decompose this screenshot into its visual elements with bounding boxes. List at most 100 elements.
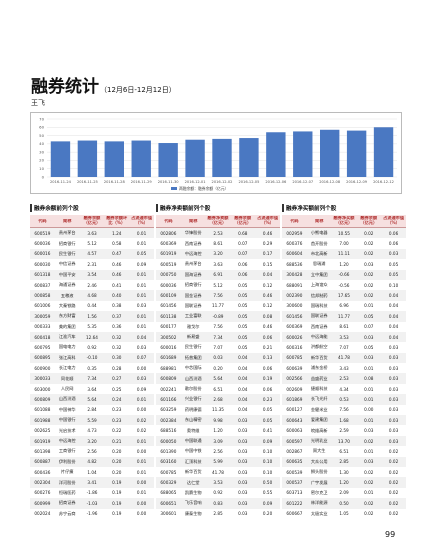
x-tick-label: 2016-11-24 — [50, 180, 72, 184]
table-row: 601869 长飞光纤 0.53 0.01 0.03 — [282, 394, 406, 405]
table-row: 000750 国海证券 6.91 0.06 0.04 — [156, 269, 280, 280]
column-header: 融券余额环比（%） — [106, 216, 128, 225]
table-cell: 中国神华 — [58, 406, 76, 412]
table-cell: 贵州茅台 — [184, 261, 202, 267]
table-cell: 0.04 — [238, 396, 248, 402]
table-row: 603259 药明康德 11.35 0.04 0.05 — [156, 405, 280, 415]
table-cell: 林洋能源 — [310, 500, 328, 506]
table-cell: 002024 — [34, 511, 51, 517]
x-tick-label: 2016-12-09 — [346, 180, 368, 184]
table-cell: 0.46 — [112, 272, 122, 278]
table-cell: 0.03 — [136, 303, 147, 309]
table-cell: 601869 — [286, 396, 303, 402]
table-cell: 小熊电器 — [310, 230, 328, 236]
table-row: 600036 招商银行 5.12 0.58 0.01 — [30, 238, 154, 248]
table-cell: 0.01 — [364, 386, 374, 392]
table-cell: 0.06 — [238, 272, 248, 278]
table-cell: 600418 — [34, 334, 51, 340]
table-cell: 600635 — [286, 459, 303, 465]
table-cell: 600063 — [286, 428, 303, 434]
table-cell: 3.09 — [213, 438, 223, 444]
table-cell: 600036 — [160, 282, 177, 288]
table-row: 600177 雅戈尔 7.56 0.05 0.46 — [156, 322, 280, 332]
table-cell: 11.77 — [211, 303, 224, 309]
column-header: 代码 — [164, 218, 173, 223]
table-row: 002024 苏宁云商 -1.96 0.19 0.00 — [30, 509, 154, 519]
table: 融券净买额前列个股 代码 简称 融券净买额（亿元） 融券余额（亿元） 占流通市值（%） 00… — [282, 204, 406, 519]
table-cell: 0.23 — [262, 396, 273, 402]
table-cell: 3.53 — [213, 480, 223, 486]
table-cell: 2.85 — [339, 459, 349, 465]
table-cell: 市北高新 — [310, 250, 328, 256]
chart: 0 10 20 30 40 50 60 70 2016-11-24 2016-11-25 2016-… — [30, 112, 402, 194]
bar — [158, 143, 178, 177]
table-cell: 捷顺科技 — [310, 386, 328, 392]
column-header: 占流通市值（%） — [131, 216, 153, 225]
table-cell: 600895 — [34, 355, 51, 361]
table-cell: 0.38 — [112, 303, 122, 309]
y-tick-label: 30 — [39, 149, 44, 154]
x-tick-label: 2016-11-25 — [77, 180, 98, 184]
table-row: 600795 国电电力 0.92 0.32 0.03 — [30, 342, 154, 352]
table-cell: 601138 — [160, 313, 177, 319]
table-cell: 600329 — [160, 480, 177, 486]
table-cell: 0.00 — [136, 365, 147, 371]
table-cell: 0.05 — [136, 251, 147, 257]
table-row: 600026 中远海能 3.53 0.03 0.04 — [282, 331, 406, 343]
table-cell: 首开股份 — [310, 240, 328, 246]
table-cell: 5.64 — [87, 396, 97, 402]
table-cell: 7.07 — [339, 344, 349, 350]
table-cell: 0.04 — [238, 365, 248, 371]
table-row: 600539 狮头股份 1.30 0.02 0.02 — [282, 467, 406, 477]
table-cell: 拓普集团 — [184, 354, 202, 360]
table-cell: 密尔克卫 — [310, 489, 328, 495]
table-cell: 600050 — [160, 438, 177, 444]
table-cell: 国联证券 — [184, 302, 202, 308]
table-cell: 汇顶科技 — [184, 458, 202, 464]
table-cell: 000333 — [34, 324, 51, 330]
table-row: 600643 爱建集团 1.68 0.01 0.03 — [282, 415, 406, 426]
table-row: 002806 华锋股份 2.53 0.68 0.46 — [156, 228, 280, 239]
table-cell: 7.56 — [213, 324, 223, 330]
table-cell: 0.09 — [136, 261, 147, 267]
table-cell: 5.99 — [213, 459, 223, 465]
table-cell: 招商银行 — [184, 282, 202, 288]
table-cell: 0.23 — [112, 407, 122, 413]
table-row: 600030 中信证券 2.31 0.46 0.09 — [30, 259, 154, 269]
table-cell: 兴业银行 — [184, 396, 202, 402]
table-cell: 0.03 — [364, 428, 374, 434]
table-cell: 0.15 — [262, 261, 273, 267]
table-row: 300502 新易盛 7.34 0.05 0.06 — [156, 331, 280, 343]
table-cell: 1.24 — [112, 230, 122, 236]
table-row: 601222 林洋能源 0.50 0.02 0.02 — [282, 498, 406, 509]
table-cell: 601689 — [160, 355, 177, 361]
table-row: 600519 贵州茅台 3.63 1.24 0.01 — [30, 228, 154, 239]
table-cell: 0.02 — [364, 230, 374, 236]
table-cell: 0.30 — [112, 355, 122, 361]
table-cell: 3.64 — [87, 386, 97, 392]
table-header: 代码 简称 融券净卖额（亿元） 融券余额（亿元） 占流通市值（%） — [156, 215, 280, 228]
table-cell: 凯赛生物 — [184, 489, 202, 495]
table-row: 603000 人民网 3.64 0.25 0.09 — [30, 384, 154, 394]
table-cell: -0.89 — [212, 313, 224, 319]
table-cell: 0.23 — [112, 417, 122, 423]
y-tick-label: 50 — [39, 133, 44, 138]
table-cell: 0.03 — [238, 448, 248, 454]
table-cell: 0.03 — [364, 355, 374, 361]
table-row: 002609 捷顺科技 4.34 0.01 0.03 — [282, 384, 406, 394]
table-cell: 600519 — [34, 230, 51, 236]
table-cell: 西南证券 — [184, 240, 202, 246]
table-cell: 0.03 — [388, 344, 399, 350]
legend-swatch — [171, 187, 177, 190]
table-cell: 中芯国际 — [184, 365, 202, 371]
bar — [50, 141, 71, 177]
table-cell: 招商银行 — [58, 240, 76, 246]
table-cell: 0.07 — [136, 355, 147, 361]
table-cell: -0.66 — [338, 272, 350, 278]
table-cell: 0.00 — [136, 407, 147, 413]
table-cell: 0.03 — [364, 334, 374, 340]
table-cell: 0.03 — [136, 376, 147, 382]
table-cell: 300428 — [286, 272, 303, 278]
table-cell: 0.01 — [136, 272, 147, 278]
